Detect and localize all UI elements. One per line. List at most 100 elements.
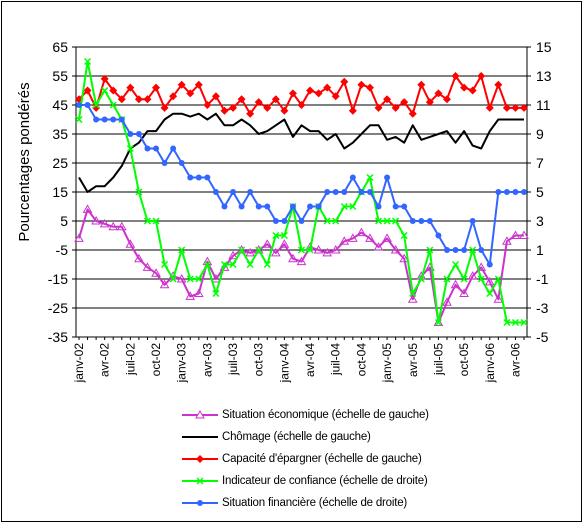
y-tick-label-left: 65	[52, 39, 68, 55]
data-point	[401, 203, 408, 210]
data-point	[83, 86, 92, 95]
data-point	[238, 246, 246, 254]
y-tick-label-right: -5	[536, 329, 549, 345]
y-tick-label-right: 1	[536, 242, 544, 258]
data-point	[84, 57, 92, 66]
data-point	[383, 217, 391, 225]
y-tick-label-right: 15	[536, 39, 552, 55]
data-point	[467, 271, 478, 280]
data-point	[272, 218, 279, 224]
data-point	[519, 230, 529, 239]
data-point	[469, 218, 476, 224]
data-point	[313, 244, 324, 254]
data-point	[108, 221, 119, 231]
data-point	[126, 144, 134, 153]
data-point	[100, 74, 109, 83]
data-point	[288, 89, 297, 98]
data-point	[460, 275, 468, 283]
x-tick-label: janv-03	[175, 343, 189, 384]
data-point	[407, 294, 418, 303]
data-point	[118, 116, 125, 123]
data-point	[495, 189, 502, 195]
data-point	[221, 203, 228, 210]
data-point	[452, 247, 459, 253]
data-point	[160, 103, 169, 112]
data-point	[443, 247, 450, 253]
data-point	[142, 262, 153, 271]
x-tick-label: janv-04	[277, 343, 291, 384]
data-point	[520, 103, 528, 112]
data-point	[229, 103, 238, 112]
data-point	[347, 233, 358, 242]
data-point	[330, 244, 341, 254]
x-tick-label: janv-05	[380, 343, 394, 384]
x-tick-label: juil-04	[329, 343, 343, 376]
data-point	[477, 275, 485, 283]
data-point	[245, 247, 256, 257]
data-point	[92, 103, 101, 112]
data-point	[91, 215, 101, 225]
x-tick-label: oct-05	[457, 343, 471, 377]
data-point	[255, 246, 263, 254]
data-point	[117, 95, 126, 104]
data-point	[425, 98, 434, 107]
x-tick-label: janv-02	[72, 343, 86, 384]
y-tick-label-right: 11	[536, 97, 551, 113]
data-point	[460, 83, 469, 92]
data-point	[399, 253, 410, 263]
data-point	[461, 247, 468, 253]
data-point	[400, 231, 408, 240]
data-point	[272, 231, 280, 240]
data-point	[332, 189, 339, 195]
data-point	[203, 260, 211, 269]
legend-label: Capacité d'épargner (échelle de gauche)	[222, 453, 422, 465]
data-point	[323, 83, 332, 92]
y-tick-label-left: 25	[52, 155, 68, 171]
data-point	[76, 102, 82, 108]
series-2	[75, 72, 528, 118]
data-point	[494, 275, 502, 283]
data-point	[109, 101, 117, 109]
data-point	[348, 106, 357, 115]
data-point	[510, 230, 521, 239]
data-point	[417, 275, 425, 283]
data-point	[161, 160, 168, 166]
data-point	[383, 95, 392, 104]
data-point	[442, 95, 451, 104]
y-tick-label-left: -5	[56, 242, 69, 258]
y-tick-label-right: 5	[536, 184, 544, 200]
data-point	[125, 239, 136, 248]
data-point	[520, 318, 528, 327]
data-point	[486, 261, 493, 268]
data-point	[152, 217, 160, 225]
data-point	[298, 218, 305, 224]
data-point	[264, 203, 271, 210]
data-point	[307, 203, 314, 210]
data-point	[434, 318, 442, 327]
legend-marker	[196, 477, 204, 485]
data-point	[237, 95, 246, 104]
data-point	[435, 232, 442, 239]
data-point	[99, 218, 110, 228]
data-point	[281, 218, 288, 224]
data-point	[185, 291, 196, 300]
data-point	[511, 103, 520, 112]
data-point	[220, 106, 229, 115]
y-tick-label-right: 3	[536, 213, 544, 229]
legend-item: Situation financière (échelle de droite)	[182, 492, 442, 514]
data-point	[255, 203, 262, 210]
legend-label: Situation financière (échelle de droite)	[222, 497, 408, 509]
data-point	[135, 188, 143, 196]
data-point	[186, 275, 194, 283]
data-point	[426, 246, 434, 254]
legend-swatch	[182, 409, 218, 419]
data-point	[357, 80, 366, 89]
data-point	[493, 294, 504, 303]
data-point	[478, 247, 485, 253]
data-point	[263, 103, 272, 112]
data-point	[204, 174, 211, 181]
data-point	[254, 98, 263, 107]
data-point	[521, 189, 527, 195]
data-point	[270, 247, 281, 257]
data-point	[433, 317, 444, 326]
